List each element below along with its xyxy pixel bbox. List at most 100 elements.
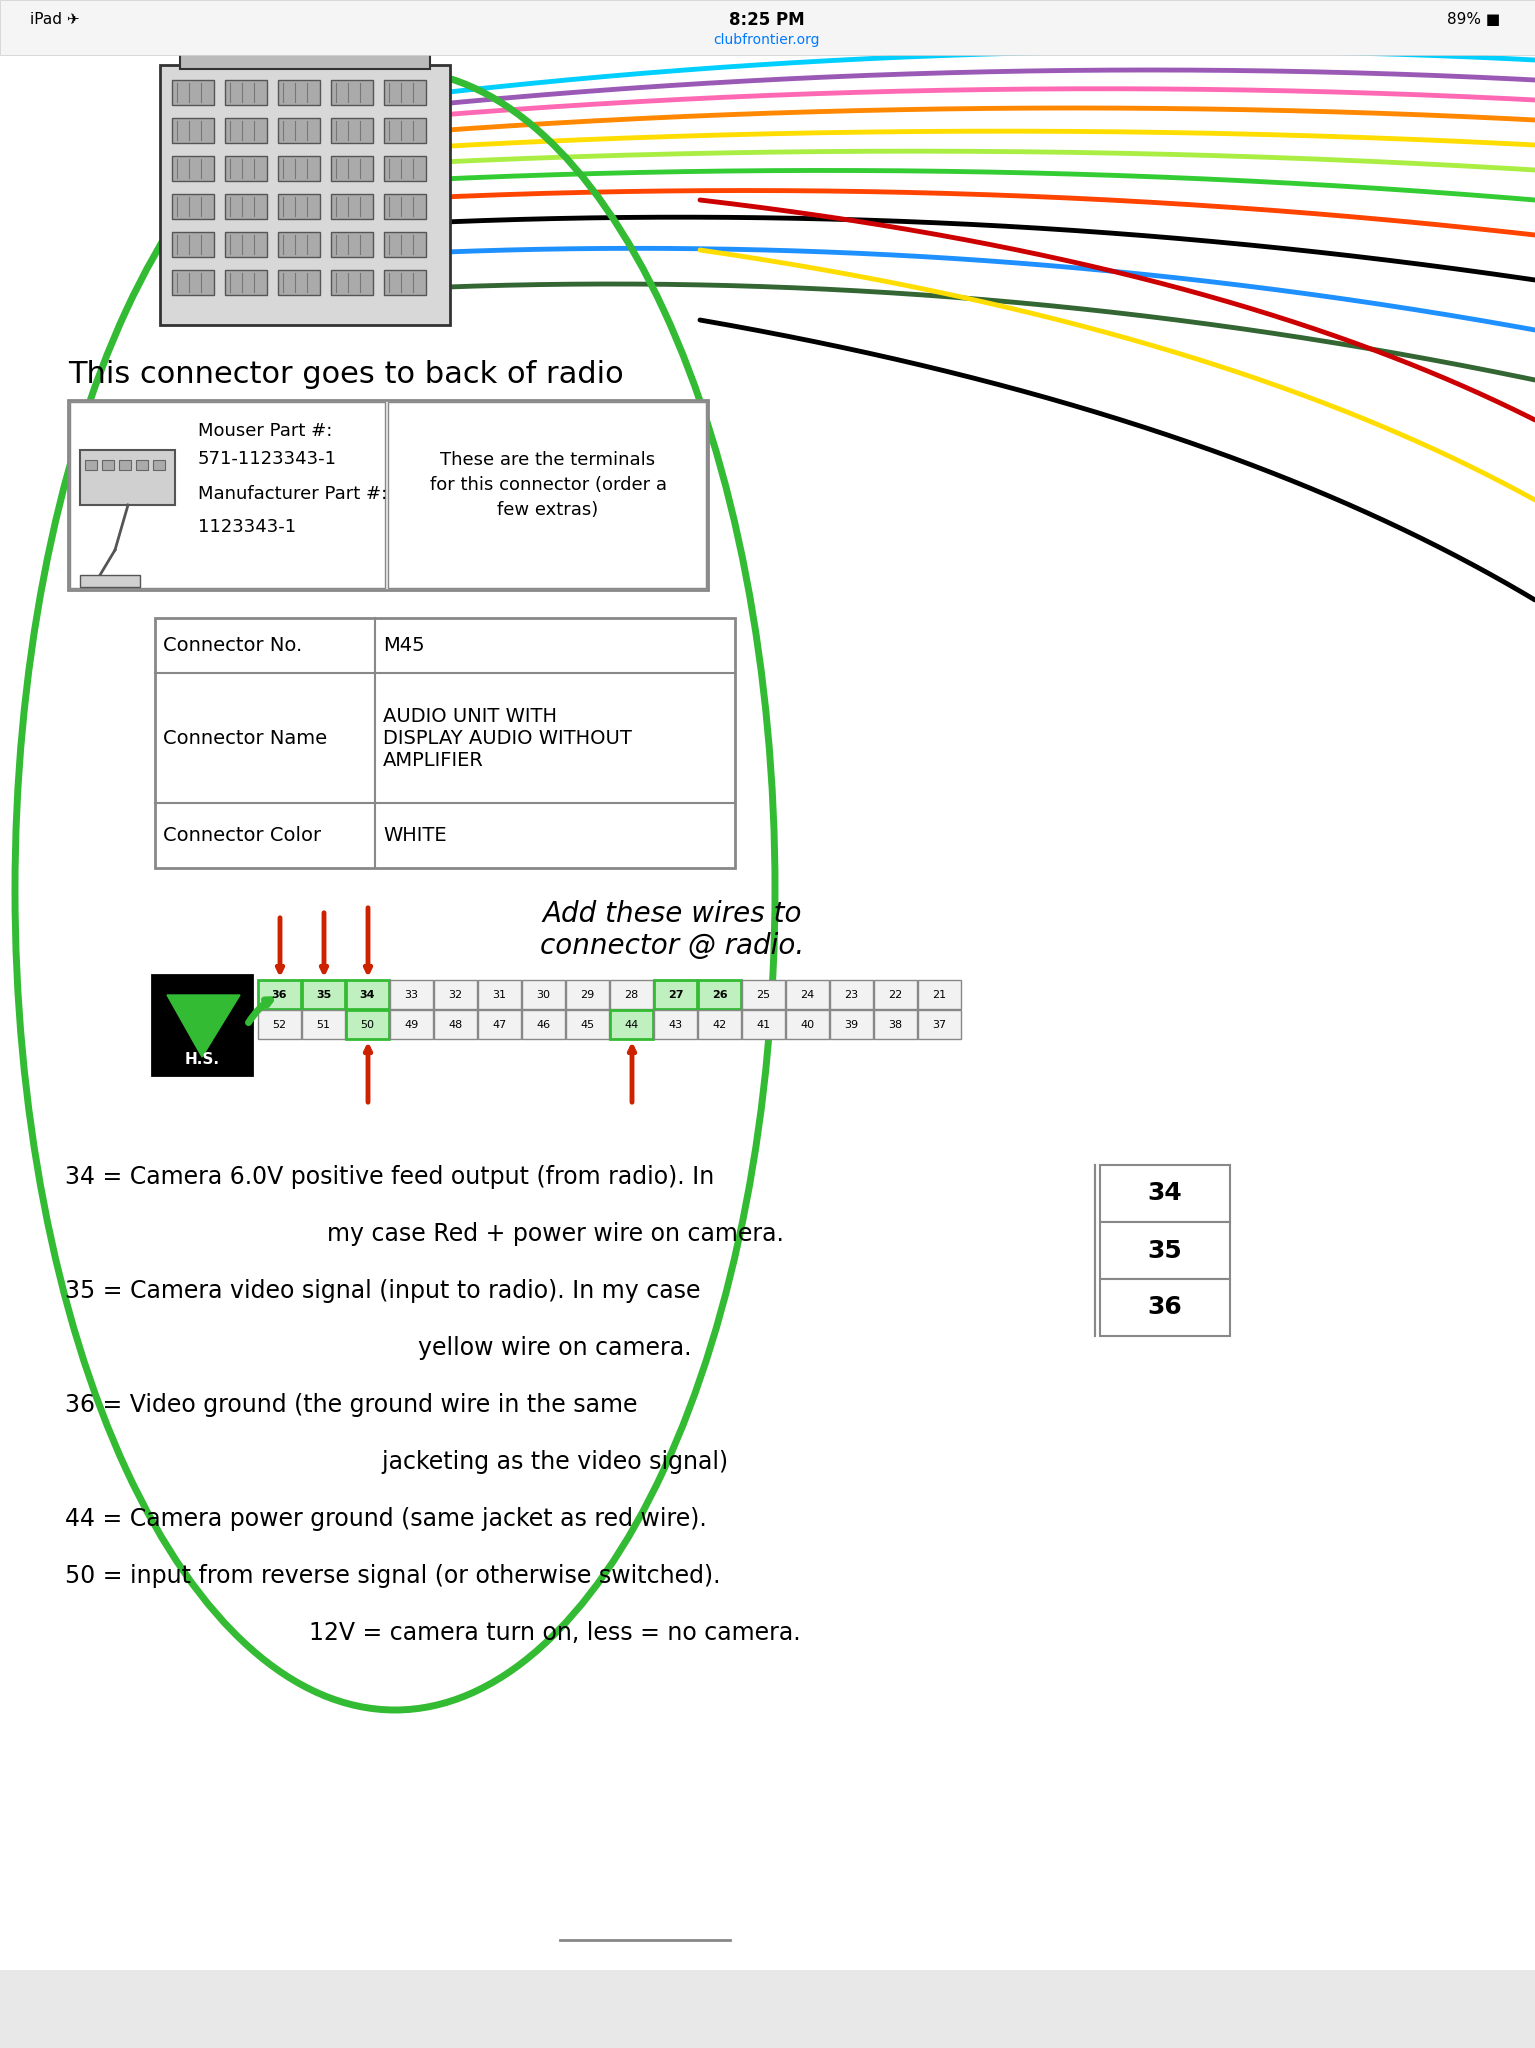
Bar	[477, 1010, 520, 1038]
Bar	[434, 1010, 477, 1038]
Bar	[918, 981, 961, 1010]
Bar	[477, 981, 520, 1010]
Text: 26: 26	[712, 989, 728, 999]
Text: 34: 34	[1148, 1182, 1182, 1206]
Text: Manufacturer Part #:: Manufacturer Part #:	[198, 485, 387, 504]
Bar	[566, 1010, 609, 1038]
Text: 28: 28	[625, 989, 639, 999]
Bar	[137, 461, 147, 469]
Text: Mouser Part #:: Mouser Part #:	[198, 422, 333, 440]
Bar	[332, 80, 373, 104]
Bar	[873, 981, 916, 1010]
Bar	[302, 1010, 345, 1038]
Text: 29: 29	[580, 989, 594, 999]
Text: 44: 44	[625, 1020, 639, 1030]
Bar	[698, 1010, 741, 1038]
Text: 35: 35	[1148, 1239, 1182, 1262]
Text: 37: 37	[932, 1020, 947, 1030]
Bar	[154, 461, 164, 469]
Text: 36 = Video ground (the ground wire in the same: 36 = Video ground (the ground wire in th…	[64, 1393, 637, 1417]
Text: 23: 23	[844, 989, 858, 999]
Text: jacketing as the video signal): jacketing as the video signal)	[352, 1450, 728, 1475]
Text: 21: 21	[932, 989, 947, 999]
Text: 40: 40	[800, 1020, 815, 1030]
Bar	[84, 461, 97, 469]
Bar	[155, 618, 735, 868]
Bar	[830, 981, 873, 1010]
Text: Connector Name: Connector Name	[163, 729, 327, 748]
Bar	[180, 37, 430, 70]
Bar	[698, 981, 741, 1010]
Bar	[345, 1010, 388, 1038]
Text: 51: 51	[316, 1020, 330, 1030]
Bar	[226, 119, 267, 143]
Bar	[278, 80, 319, 104]
Text: 27: 27	[668, 989, 683, 999]
Text: 571-1123343-1: 571-1123343-1	[198, 451, 338, 469]
Text: 41: 41	[757, 1020, 771, 1030]
Bar	[172, 270, 213, 295]
Text: 24: 24	[800, 989, 815, 999]
Bar	[522, 981, 565, 1010]
Text: 25: 25	[757, 989, 771, 999]
Text: Connector No.: Connector No.	[163, 637, 302, 655]
Bar	[160, 66, 450, 326]
Bar	[384, 231, 427, 256]
Text: This connector goes to back of radio: This connector goes to back of radio	[68, 360, 623, 389]
Bar	[226, 156, 267, 180]
Bar	[101, 461, 114, 469]
Bar	[830, 1010, 873, 1038]
Bar	[345, 981, 388, 1010]
Text: 50: 50	[361, 1020, 375, 1030]
Text: 8:25 PM: 8:25 PM	[729, 10, 804, 29]
Text: 44 = Camera power ground (same jacket as red wire).: 44 = Camera power ground (same jacket as…	[64, 1507, 706, 1532]
Bar	[302, 981, 345, 1010]
Polygon shape	[167, 995, 239, 1057]
Text: These are the terminals
for this connector (order a
few extras): These are the terminals for this connect…	[430, 451, 666, 518]
Bar	[68, 399, 708, 590]
Text: 30: 30	[537, 989, 551, 999]
Text: 43: 43	[668, 1020, 683, 1030]
Bar	[384, 80, 427, 104]
Bar	[786, 981, 829, 1010]
Bar	[1101, 1280, 1230, 1335]
Bar	[384, 270, 427, 295]
Text: clubfrontier.org: clubfrontier.org	[714, 33, 820, 47]
Text: 1123343-1: 1123343-1	[198, 518, 296, 537]
Bar	[741, 1010, 784, 1038]
Bar	[918, 1010, 961, 1038]
Text: 42: 42	[712, 1020, 726, 1030]
Bar	[226, 231, 267, 256]
Bar	[172, 156, 213, 180]
Bar	[226, 270, 267, 295]
Text: H.S.: H.S.	[184, 1053, 220, 1067]
Bar	[384, 156, 427, 180]
Text: M45: M45	[384, 637, 425, 655]
Bar	[210, 20, 401, 41]
Text: 45: 45	[580, 1020, 594, 1030]
Bar	[332, 195, 373, 219]
Bar	[152, 975, 252, 1075]
Text: 31: 31	[493, 989, 507, 999]
Text: 89% ■: 89% ■	[1448, 12, 1500, 27]
Text: 47: 47	[493, 1020, 507, 1030]
Text: 35: 35	[316, 989, 332, 999]
Bar	[566, 981, 609, 1010]
Text: 49: 49	[404, 1020, 419, 1030]
Bar	[388, 401, 706, 588]
Bar	[120, 461, 130, 469]
Bar	[522, 1010, 565, 1038]
Text: my case Red + power wire on camera.: my case Red + power wire on camera.	[296, 1223, 783, 1245]
Bar	[332, 231, 373, 256]
Bar	[654, 981, 697, 1010]
Bar	[0, 0, 1535, 55]
Bar	[172, 231, 213, 256]
Text: 35 = Camera video signal (input to radio). In my case: 35 = Camera video signal (input to radio…	[64, 1280, 700, 1303]
Bar	[786, 1010, 829, 1038]
Text: 46: 46	[536, 1020, 551, 1030]
Bar	[278, 119, 319, 143]
Bar	[80, 451, 175, 506]
Text: Add these wires to
connector @ radio.: Add these wires to connector @ radio.	[540, 899, 804, 961]
Text: 48: 48	[448, 1020, 462, 1030]
Bar	[384, 119, 427, 143]
